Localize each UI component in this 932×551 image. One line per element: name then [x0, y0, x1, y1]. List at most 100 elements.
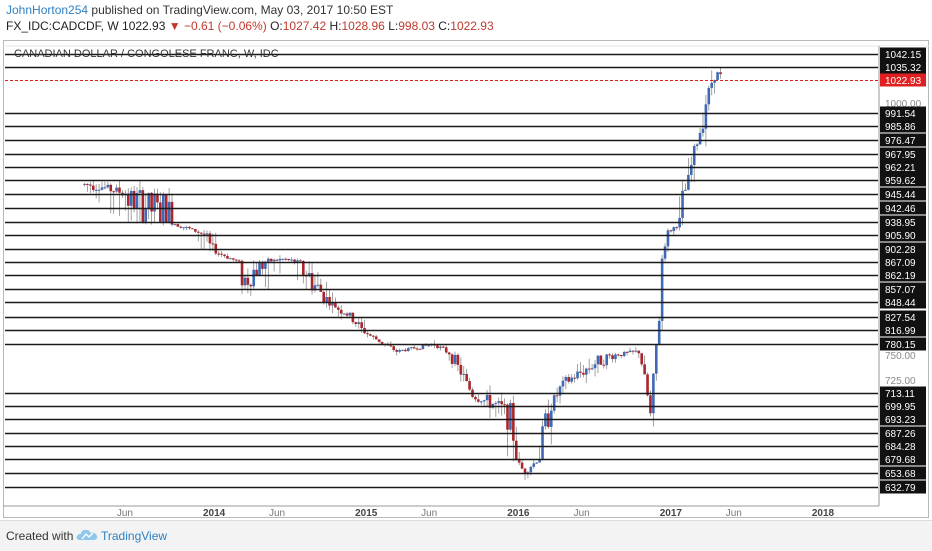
level-label-bg [880, 60, 926, 74]
candle-body [584, 368, 588, 375]
time-axis: Jun 2014 Jun 2015 Jun 2016 Jun 2017 Jun 2018 [3, 505, 879, 519]
candle-body [167, 201, 171, 223]
level-label-bg [880, 133, 926, 147]
level-label-bg [880, 119, 926, 133]
candle-body [447, 352, 451, 355]
candle-body [141, 190, 145, 223]
candle-body [380, 341, 384, 344]
candle-body [269, 258, 273, 262]
level-label: 684.28 [885, 442, 916, 453]
level-label: 653.68 [885, 469, 916, 480]
candle-body [418, 348, 422, 350]
candle-body [687, 174, 690, 190]
candle-body [453, 354, 457, 364]
level-label-bg [880, 466, 926, 480]
candle-body [249, 284, 253, 287]
candle-body [319, 284, 323, 292]
level-label: 699.95 [885, 402, 916, 413]
candle-body [345, 313, 349, 316]
candle-body [622, 351, 626, 357]
candle-body [497, 401, 501, 403]
candle-body [398, 349, 401, 352]
candle-body [532, 463, 536, 467]
candle-body [564, 377, 568, 381]
tradingview-cloud-icon[interactable] [76, 528, 98, 542]
level-label-bg [880, 106, 926, 120]
level-label-bg [880, 426, 926, 440]
candle-body [144, 209, 148, 223]
candle-body [223, 254, 226, 257]
horizontal-levels-layer [5, 53, 878, 489]
candle-body [83, 183, 86, 185]
candle-body [360, 322, 363, 329]
candle-body [334, 302, 337, 308]
candle-body [427, 345, 431, 347]
tradingview-brand[interactable]: TradingView [101, 529, 168, 543]
candle-body [654, 344, 658, 374]
candle-body [290, 259, 293, 261]
candle-body [293, 259, 296, 262]
level-label: 905.90 [885, 231, 916, 242]
publish-line: JohnHorton254 published on TradingView.c… [6, 3, 393, 19]
candle-body [246, 277, 250, 285]
candle-body [407, 348, 410, 352]
level-label-bg [880, 268, 926, 282]
candle-body [424, 344, 428, 346]
candle-body [517, 460, 521, 463]
author-link[interactable]: JohnHorton254 [6, 3, 89, 17]
candle-body [643, 364, 646, 375]
candle-body [188, 226, 191, 229]
level-label-bg [880, 47, 926, 61]
last-price-label: 1022.93 [885, 76, 922, 87]
level-label: 848.44 [885, 298, 916, 309]
candle-body [348, 312, 352, 316]
candle-body [299, 260, 302, 262]
candle-body [698, 132, 702, 145]
level-label-bg [880, 173, 926, 187]
candle-body [91, 185, 95, 191]
high-label: H: [329, 19, 342, 33]
candle-body [234, 259, 238, 261]
candle-body [231, 258, 235, 260]
candle-body [229, 258, 232, 260]
candle-body [220, 253, 223, 255]
level-label-bg [880, 439, 926, 453]
candle-body [614, 354, 617, 360]
candle-body [681, 190, 684, 218]
low-label: L: [388, 19, 399, 33]
candle-body [640, 353, 644, 365]
candle-body [112, 191, 115, 193]
level-label-bg [880, 187, 926, 201]
candle-body [255, 269, 258, 276]
candle-body [465, 373, 468, 382]
candle-body [436, 345, 439, 349]
low-value: 998.03 [398, 19, 435, 33]
candle-body [611, 355, 614, 360]
level-label-bg [880, 215, 926, 229]
y-tick-label: 750.00 [885, 351, 916, 362]
candle-body [296, 260, 299, 262]
symbol-line: FX_IDC:CADCDF, W 1022.93 ▼ −0.61 (−0.06%… [6, 19, 494, 35]
candle-body [94, 189, 98, 191]
candle-body [156, 193, 159, 203]
candle-body [115, 187, 118, 192]
x-tick-label: 2016 [507, 508, 530, 519]
y-tick-label-bg [880, 96, 926, 110]
level-label: 713.11 [885, 389, 915, 400]
candle-body [153, 193, 156, 212]
candle-body [202, 233, 206, 235]
chart-frame[interactable] [3, 40, 929, 518]
candle-body [509, 403, 512, 430]
candle-body [541, 426, 544, 460]
level-label-bg [880, 228, 926, 242]
candle-body [719, 72, 722, 75]
candle-body [252, 269, 256, 287]
candle-body [278, 258, 282, 261]
x-tick-label: Jun [726, 508, 742, 519]
price-axis: 1000.00 750.00 725.00 1042.15 1035.32 991.54 9… [878, 46, 927, 506]
symbol-name[interactable]: FX_IDC:CADCDF, W [6, 19, 119, 33]
x-tick-label: 2018 [812, 508, 835, 519]
candle-body [159, 202, 162, 222]
chart-canvas[interactable]: 1000.00 750.00 725.00 1042.15 1035.32 991.54 9… [0, 0, 932, 520]
level-label: 902.28 [885, 245, 916, 256]
